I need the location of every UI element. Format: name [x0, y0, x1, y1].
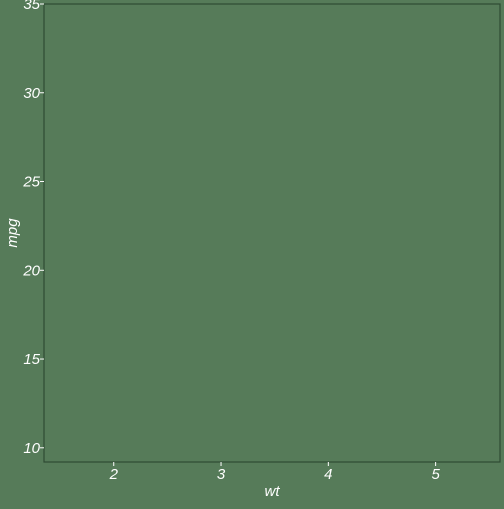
- y-tick-label: 20: [22, 262, 40, 279]
- x-axis-ticks: 2 3 4 5: [109, 462, 440, 483]
- y-tick-label: 10: [23, 440, 40, 457]
- y-axis-ticks: 10 15 20 25 30 35: [22, 0, 44, 457]
- x-tick-label: 5: [431, 466, 440, 483]
- y-tick-label: 35: [23, 0, 40, 13]
- x-axis-label: wt: [265, 483, 281, 500]
- plot-panel: [43, 3, 501, 463]
- x-tick-label: 4: [324, 466, 332, 483]
- y-axis-label: mpg: [4, 218, 21, 248]
- x-tick-label: 3: [217, 466, 226, 483]
- y-tick-label: 15: [23, 351, 40, 368]
- x-tick-label: 2: [109, 466, 119, 483]
- y-tick-label: 25: [22, 174, 40, 191]
- y-tick-label: 30: [23, 85, 40, 102]
